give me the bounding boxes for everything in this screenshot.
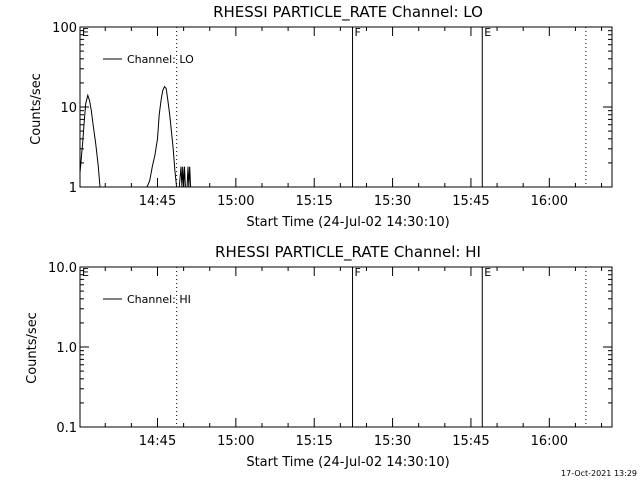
y-tick-label: 1.0	[56, 341, 77, 356]
y-tick-label: 0.1	[56, 421, 77, 436]
x-tick-label: 14:45	[139, 434, 176, 449]
x-tick-label: 16:00	[531, 434, 568, 449]
x-tick-label: 15:45	[452, 434, 489, 449]
x-tick-label: 15:15	[295, 194, 332, 209]
panel-lo: RHESSI PARTICLE_RATE Channel: LO Start T…	[29, 3, 613, 230]
x-tick-label: 16:00	[531, 194, 568, 209]
panel-hi: RHESSI PARTICLE_RATE Channel: HI Start T…	[25, 243, 613, 470]
flag-left: E	[82, 266, 89, 279]
x-tick-label: 15:45	[452, 194, 489, 209]
series-line	[79, 85, 192, 188]
x-tick-label: 15:00	[217, 434, 254, 449]
x-axis-label: Start Time (24-Jul-02 14:30:10)	[246, 455, 449, 470]
event-flag: F	[355, 266, 361, 279]
x-tick-label: 15:30	[374, 194, 411, 209]
chart-title: RHESSI PARTICLE_RATE Channel: HI	[215, 243, 481, 262]
flag-left: E	[82, 26, 89, 39]
event-flag: F	[355, 26, 361, 39]
x-tick-label: 14:45	[139, 194, 176, 209]
y-axis-label: Counts/sec	[29, 73, 44, 145]
y-tick-label: 1	[69, 181, 77, 196]
legend-label: Channel: LO	[127, 53, 194, 66]
x-tick-label: 15:15	[295, 434, 332, 449]
x-tick-label: 15:30	[374, 434, 411, 449]
y-tick-label: 10.0	[48, 261, 77, 276]
y-tick-label: 100	[52, 21, 77, 36]
event-flag: E	[484, 266, 491, 279]
legend-label: Channel: HI	[127, 293, 191, 306]
event-flag: E	[484, 26, 491, 39]
x-tick-label: 15:00	[217, 194, 254, 209]
generation-timestamp: 17-Oct-2021 13:29	[561, 469, 637, 478]
chart-title: RHESSI PARTICLE_RATE Channel: LO	[213, 3, 483, 22]
x-axis-label: Start Time (24-Jul-02 14:30:10)	[246, 215, 449, 230]
y-axis-label: Counts/sec	[25, 312, 40, 384]
y-tick-label: 10	[60, 101, 77, 116]
